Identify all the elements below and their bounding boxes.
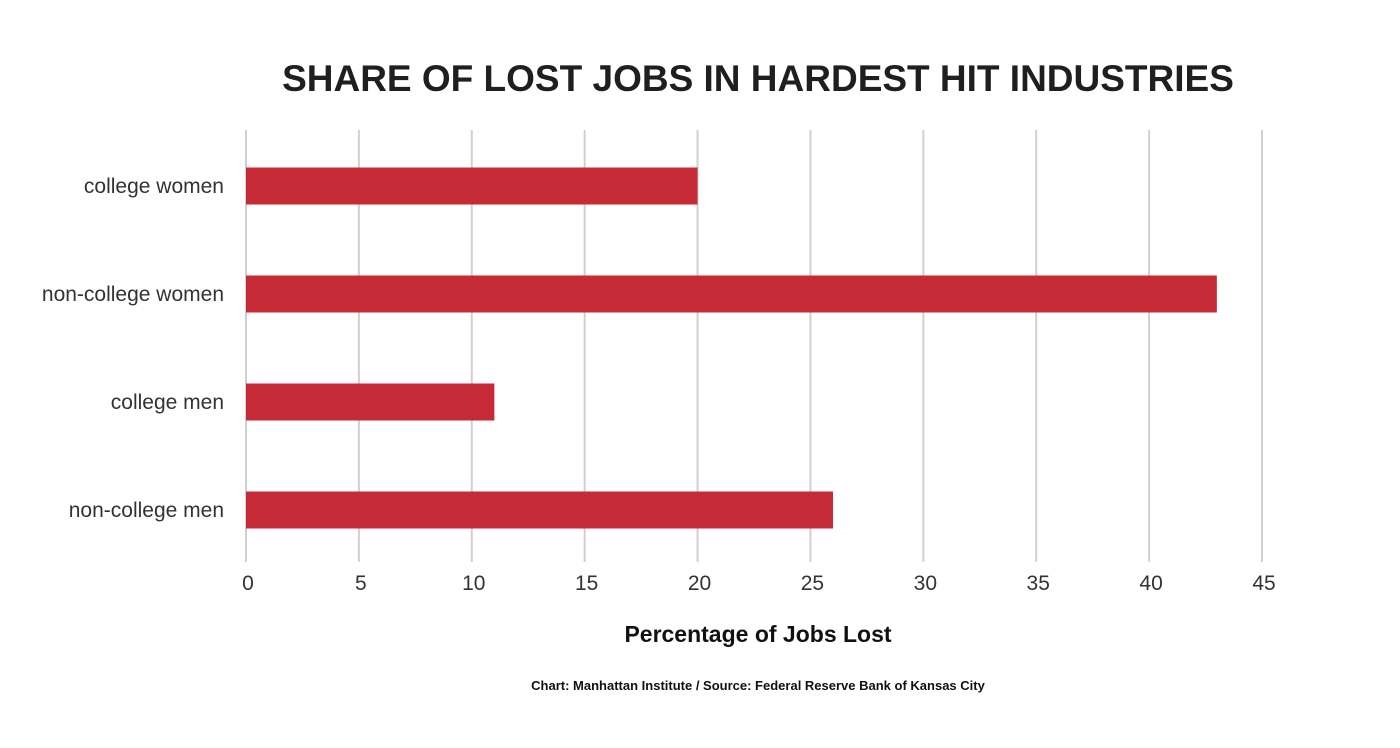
- x-tick-labels: 0 5 10 15 20 25 30 35 40 45: [242, 572, 1276, 595]
- bars: [246, 167, 1217, 529]
- x-tick-label-25: 25: [801, 572, 824, 595]
- x-axis-label: Percentage of Jobs Lost: [624, 621, 891, 647]
- x-tick-label-20: 20: [688, 572, 711, 595]
- x-tick-label-35: 35: [1027, 572, 1050, 595]
- category-label-college-men: college men: [111, 391, 224, 414]
- category-labels: college women non-college women college me…: [42, 175, 224, 522]
- category-label-non-college-women: non-college women: [42, 283, 224, 306]
- x-tick-label-30: 30: [914, 572, 937, 595]
- x-tick-label-40: 40: [1139, 572, 1162, 595]
- x-tick-label-45: 45: [1252, 572, 1275, 595]
- x-tick-label-10: 10: [462, 572, 485, 595]
- x-tick-label-0: 0: [242, 572, 254, 595]
- chart-title: SHARE OF LOST JOBS IN HARDEST HIT INDUST…: [282, 58, 1234, 99]
- x-tick-label-5: 5: [355, 572, 367, 595]
- x-tick-label-15: 15: [575, 572, 598, 595]
- category-label-college-women: college women: [84, 175, 224, 198]
- category-label-non-college-men: non-college men: [69, 499, 224, 522]
- bar-college-men: [246, 383, 495, 421]
- source-note: Chart: Manhattan Institute / Source: Fed…: [531, 678, 985, 693]
- bar-college-women: [246, 167, 698, 205]
- bar-non-college-men: [246, 491, 834, 529]
- bar-non-college-women: [246, 275, 1217, 313]
